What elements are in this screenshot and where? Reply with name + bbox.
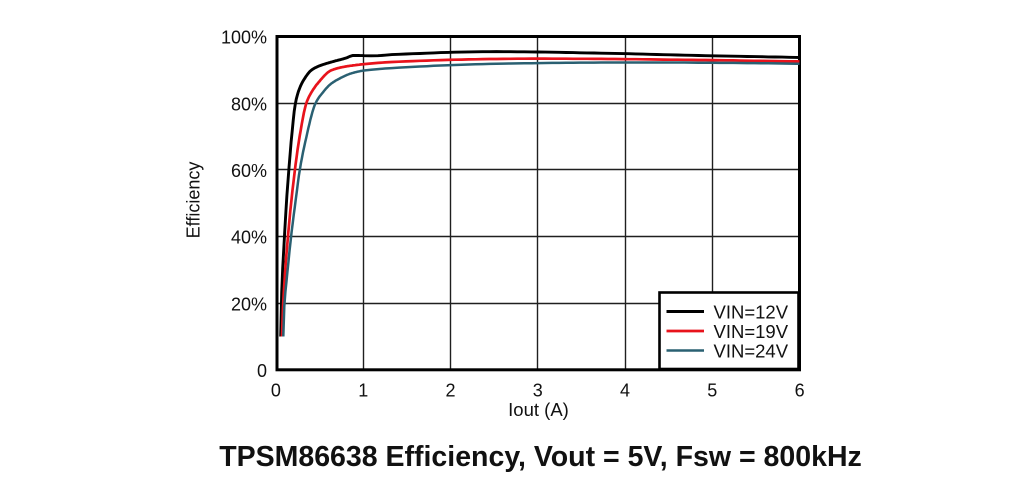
- svg-text:6: 6: [795, 381, 805, 401]
- svg-text:0: 0: [257, 361, 267, 381]
- svg-text:2: 2: [445, 381, 455, 401]
- svg-text:Efficiency: Efficiency: [184, 162, 204, 239]
- svg-text:60%: 60%: [231, 161, 267, 181]
- svg-text:0: 0: [271, 381, 281, 401]
- svg-text:TPSM86638 Efficiency, Vout = 5: TPSM86638 Efficiency, Vout = 5V, Fsw = 8…: [219, 441, 862, 473]
- svg-text:100%: 100%: [221, 28, 267, 48]
- svg-text:40%: 40%: [231, 228, 267, 248]
- svg-text:4: 4: [620, 381, 630, 401]
- svg-text:VIN=19V: VIN=19V: [714, 321, 789, 342]
- svg-text:80%: 80%: [231, 94, 267, 114]
- svg-text:VIN=24V: VIN=24V: [714, 341, 789, 362]
- svg-text:1: 1: [358, 381, 368, 401]
- svg-text:3: 3: [533, 381, 543, 401]
- svg-text:20%: 20%: [231, 294, 267, 314]
- svg-text:Iout (A): Iout (A): [508, 399, 569, 420]
- svg-text:VIN=12V: VIN=12V: [714, 302, 789, 323]
- svg-text:5: 5: [707, 381, 717, 401]
